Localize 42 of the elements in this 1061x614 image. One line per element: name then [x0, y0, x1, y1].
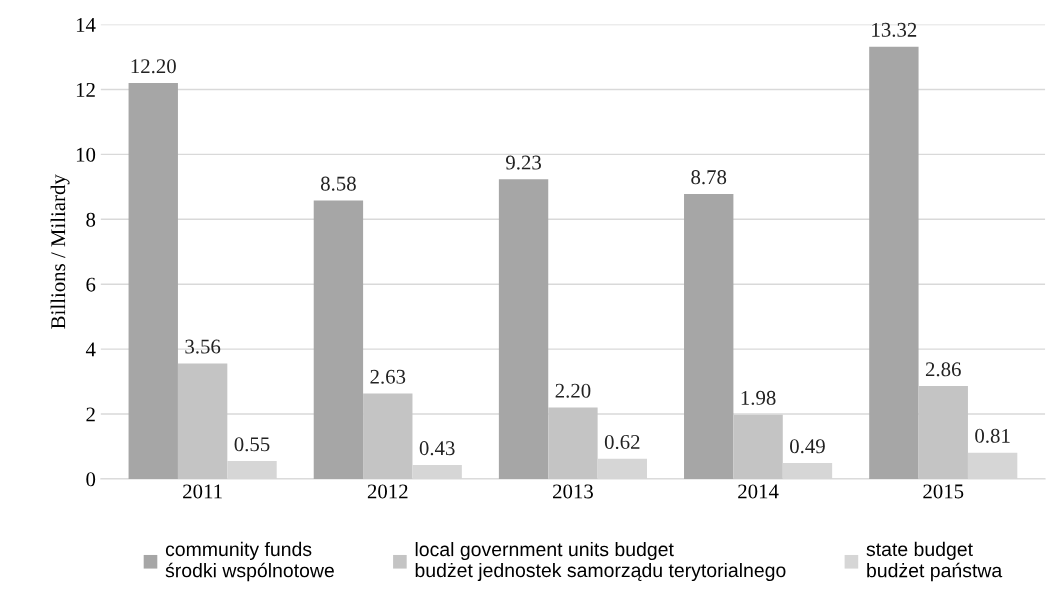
y-tick-label: 0	[86, 472, 96, 487]
bar	[918, 386, 968, 479]
legend-label: state budget budżet państwa	[866, 541, 1003, 582]
y-tick-label: 8	[86, 212, 96, 227]
legend-label: community funds środki wspólnotowe	[165, 541, 334, 582]
y-tick-label: 4	[85, 342, 96, 357]
data-label: 8.58	[320, 176, 356, 191]
bar	[177, 363, 228, 479]
data-label: 0.55	[234, 437, 270, 452]
x-tick-label: 2011	[183, 484, 222, 499]
x-tick-label: 2015	[923, 484, 964, 499]
x-tick-label: 2012	[367, 484, 408, 499]
y-tick-label: 10	[76, 147, 96, 162]
data-label: 8.78	[691, 170, 727, 185]
data-label: 0.62	[604, 434, 640, 450]
bar	[869, 46, 919, 479]
bar	[313, 200, 364, 479]
x-tick-label: 2013	[553, 484, 593, 499]
data-label: 12.20	[131, 59, 176, 74]
data-label: 2.20	[555, 383, 591, 398]
bar	[733, 414, 783, 479]
y-tick-label: 2	[86, 407, 95, 422]
y-tick-label: 12	[76, 82, 95, 97]
bar	[684, 193, 734, 479]
data-label: 13.32	[872, 22, 917, 37]
y-tick-label: 14	[76, 18, 96, 32]
y-tick-label: 6	[86, 277, 96, 292]
data-label: 1.98	[741, 390, 776, 405]
x-tick-label: 2014	[738, 484, 779, 499]
bar	[363, 393, 413, 479]
data-label: 0.81	[975, 428, 1010, 443]
data-label: 0.49	[790, 439, 825, 454]
data-label: 2.63	[370, 369, 406, 384]
bar	[128, 82, 178, 479]
y-axis-title: Billions / Miliardy	[50, 174, 70, 329]
legend-label: local government units budget budżet jednostek samorządu terytorialnego	[415, 541, 786, 582]
data-label: 3.56	[185, 339, 221, 354]
bar	[548, 407, 598, 479]
bar	[498, 179, 549, 479]
data-label: 9.23	[506, 155, 541, 170]
data-label: 0.43	[419, 441, 455, 456]
data-label: 2.86	[925, 362, 961, 377]
